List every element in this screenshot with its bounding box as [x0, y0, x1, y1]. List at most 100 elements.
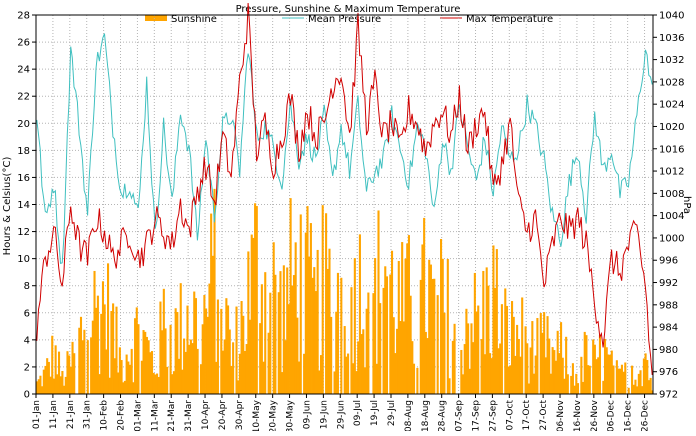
- sunshine-bar: [597, 357, 600, 394]
- sunshine-bar: [238, 353, 241, 394]
- legend-label-pressure: Mean Pressure: [308, 14, 381, 25]
- x-tick-label: 26-Dec: [641, 400, 651, 431]
- sunshine-bar: [607, 354, 610, 394]
- series-lines: [36, 2, 653, 376]
- sunshine-bar: [259, 323, 262, 394]
- sunshine-bar: [56, 374, 59, 394]
- sunshine-bar: [470, 323, 473, 394]
- sunshine-bar: [240, 301, 243, 394]
- sunshine-bar: [164, 328, 167, 394]
- sunshine-bar: [64, 376, 67, 394]
- sunshine-bar: [208, 283, 211, 394]
- sunshine-bar: [587, 365, 590, 394]
- sunshine-bar: [352, 363, 355, 394]
- sunshine-bar: [71, 341, 74, 394]
- sunshine-bar: [112, 303, 115, 394]
- sunshine-bar: [423, 217, 426, 394]
- sunshine-bar: [516, 324, 519, 394]
- y-left-tick-label: 12: [17, 227, 30, 238]
- sunshine-bar: [46, 358, 49, 394]
- x-tick-label: 01-Jan: [32, 400, 42, 429]
- sunshine-bar: [183, 338, 186, 394]
- sunshine-bar: [289, 198, 292, 394]
- y-right-tick-label: 1032: [659, 55, 684, 66]
- sunshine-bar: [461, 374, 465, 394]
- sunshine-bar: [152, 373, 155, 394]
- sunshine-bar: [514, 355, 517, 394]
- sunshine-bar: [634, 379, 637, 394]
- x-tick-label: 18-Aug: [421, 400, 431, 431]
- sunshine-bar: [51, 335, 54, 394]
- sunshine-bar: [419, 279, 422, 394]
- sunshine-bar: [122, 382, 125, 394]
- sunshine-bar: [610, 350, 613, 394]
- y-left-tick-label: 0: [24, 390, 30, 401]
- sunshine-bar: [86, 340, 89, 394]
- sunshine-bar: [59, 376, 62, 394]
- y-axis-right: 972 976 980 984 988 992 996 1000 1004 1008 1012 101…: [653, 11, 684, 401]
- sunshine-bar: [453, 323, 456, 394]
- x-tick-label: 19-Jun: [319, 400, 329, 429]
- sunshine-bar: [637, 373, 640, 394]
- sunshine-bar: [446, 258, 449, 394]
- sunshine-bar: [166, 366, 169, 394]
- sunshine-bar: [286, 267, 289, 394]
- sunshine-bar: [585, 335, 588, 394]
- sunshine-bar: [326, 268, 329, 394]
- sunshine-bar: [279, 271, 282, 394]
- sunshine-bar: [619, 368, 622, 394]
- sunshine-bar: [83, 329, 86, 394]
- sunshine-bar: [396, 328, 399, 394]
- sunshine-bar: [541, 332, 544, 394]
- y-left-tick-label: 14: [17, 200, 30, 211]
- x-tick-label: 28-Aug: [438, 400, 448, 431]
- sunshine-bar: [421, 244, 424, 394]
- sunshine-bar: [100, 313, 103, 394]
- sunshine-bar: [620, 364, 623, 394]
- sunshine-bar: [66, 351, 69, 394]
- sunshine-bar: [115, 306, 118, 394]
- sunshine-bar: [232, 342, 235, 394]
- sunshine-bar: [44, 365, 47, 394]
- sunshine-bar: [482, 270, 485, 394]
- sunshine-bar: [189, 339, 192, 394]
- sunshine-bar: [284, 340, 287, 394]
- sunshine-bar: [247, 251, 250, 394]
- x-tick-label: 16-Nov: [573, 399, 583, 431]
- sunshine-bar: [465, 308, 468, 394]
- sunshine-bar: [563, 378, 566, 394]
- sunshine-bar: [196, 348, 199, 394]
- sunshine-bar: [181, 369, 184, 394]
- sunshine-bar: [95, 307, 98, 394]
- sunshine-bar: [406, 243, 409, 394]
- sunshine-bar: [536, 318, 539, 394]
- sunshine-bar: [463, 344, 466, 394]
- sunshine-bar: [117, 372, 120, 394]
- sunshine-bar: [553, 350, 556, 394]
- sunshine-bar: [103, 304, 106, 394]
- sunshine-bar: [551, 347, 554, 394]
- y-right-tick-label: 988: [659, 300, 678, 311]
- x-tick-label: 29-Jun: [336, 400, 346, 429]
- sunshine-bar: [580, 356, 583, 394]
- sunshine-bar: [39, 375, 42, 394]
- sunshine-bar: [227, 305, 230, 394]
- x-tick-label: 11-Jan: [49, 400, 59, 429]
- y-left-tick-label: 8: [24, 281, 30, 292]
- sunshine-bar: [411, 341, 414, 394]
- y-left-tick-label: 24: [17, 65, 30, 76]
- sunshine-bar: [617, 368, 620, 394]
- sunshine-bar: [561, 357, 564, 394]
- sunshine-bar: [390, 250, 394, 394]
- sunshine-bar: [627, 387, 630, 394]
- sunshine-bar: [333, 371, 336, 394]
- sunshine-bar: [132, 382, 135, 394]
- sunshine-bar: [105, 349, 108, 394]
- sunshine-bar: [63, 385, 66, 394]
- x-tick-label: 20-May: [269, 399, 279, 431]
- sunshine-bar: [595, 359, 598, 394]
- sunshine-bar: [237, 380, 240, 394]
- sunshine-bar: [460, 349, 463, 394]
- sunshine-bar: [615, 360, 618, 394]
- sunshine-bar: [61, 370, 64, 394]
